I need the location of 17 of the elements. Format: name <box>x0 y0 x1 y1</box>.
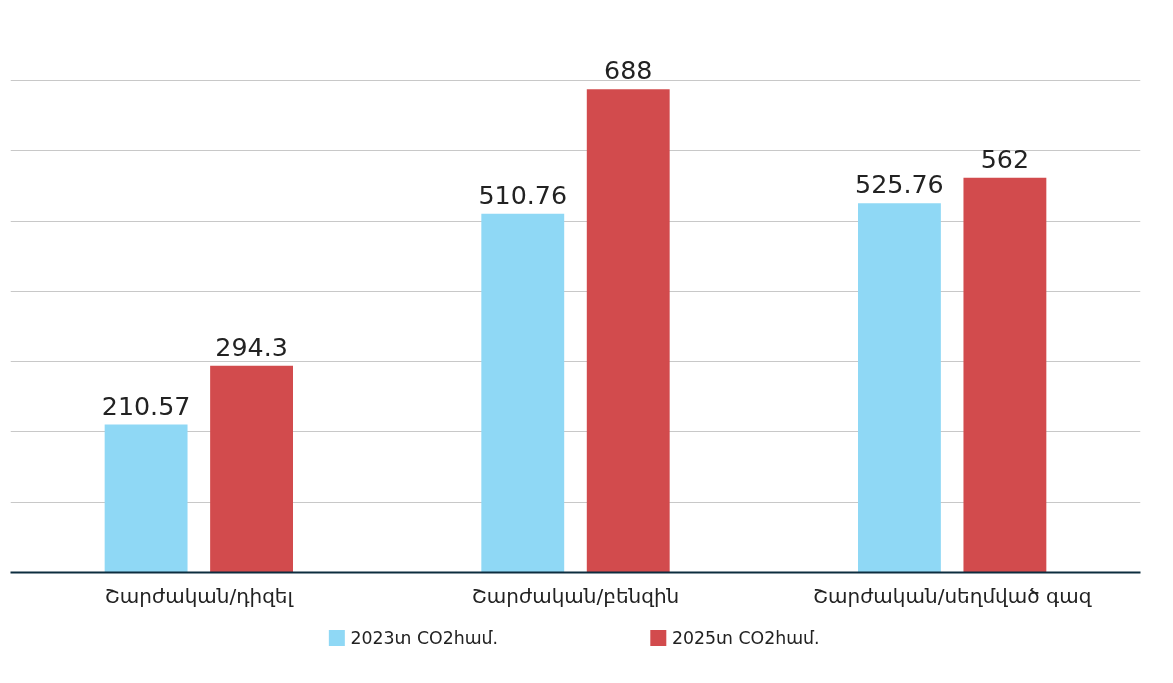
legend-label: 2025տ CO2համ. <box>671 628 820 648</box>
bar <box>210 365 293 573</box>
data-label: 688 <box>604 55 653 86</box>
bar <box>963 177 1047 573</box>
legend-label: 2023տ CO2համ. <box>350 628 499 648</box>
data-label: 510.76 <box>478 179 568 210</box>
data-label: 525.76 <box>855 169 944 200</box>
x-tick-label: Շարժական/դիզել <box>104 583 295 608</box>
x-tick-label: Շարժական/սեղմված գազ <box>812 583 1092 608</box>
bar <box>481 213 565 573</box>
data-label: 294.3 <box>215 331 288 362</box>
bar <box>104 424 188 573</box>
bar <box>586 89 670 573</box>
bar <box>858 203 941 573</box>
x-tick-label: Շարժական/բենզին <box>471 583 680 608</box>
data-label: 562 <box>980 143 1030 174</box>
data-label: 210.57 <box>101 390 191 421</box>
